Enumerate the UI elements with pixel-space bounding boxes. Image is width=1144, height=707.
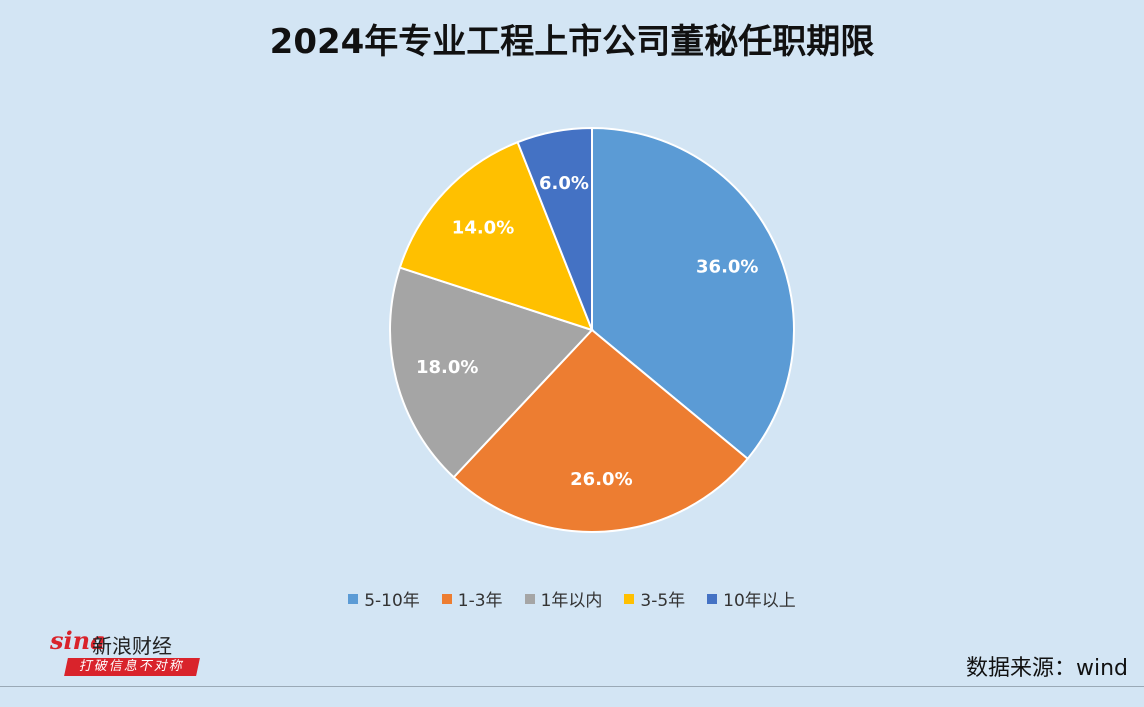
legend-item-2: 1年以内 (524, 586, 603, 611)
pie-slice-label-1: 26.0% (570, 469, 632, 490)
pie-slice-1 (452, 328, 750, 533)
legend-label-0: 5-10年 (364, 591, 420, 611)
logo-slogan: 打破信息不对称 (64, 658, 200, 676)
pie-slice-label-0: 36.0% (696, 256, 758, 277)
pie-slice-3 (398, 140, 594, 332)
bottom-divider (0, 686, 1144, 687)
legend-item-0: 5-10年 (348, 586, 420, 611)
legend-label-1: 1-3年 (457, 591, 503, 611)
legend-swatch-0 (348, 593, 359, 604)
legend-swatch-4 (707, 593, 718, 604)
pie-slice-0 (591, 126, 795, 461)
legend-item-1: 1-3年 (441, 586, 503, 611)
legend-label-4: 10年以上 (723, 591, 796, 611)
chart-legend: 5-10年 1-3年 1年以内 3-5年 10年以上 (0, 586, 1144, 611)
pie-slice-4 (516, 126, 593, 331)
legend-item-4: 10年以上 (707, 586, 796, 611)
pie-slice-label-3: 14.0% (452, 218, 514, 239)
legend-label-3: 3-5年 (640, 591, 686, 611)
legend-label-2: 1年以内 (540, 591, 603, 611)
pie-slice-label-4: 6.0% (539, 173, 589, 194)
legend-item-3: 3-5年 (624, 586, 685, 611)
pie-slice-label-2: 18.0% (416, 357, 478, 378)
sina-finance-logo: sina 新浪财经 打破信息不对称 (50, 626, 210, 682)
pie-slice-2 (389, 266, 594, 479)
data-source: 数据来源：wind (965, 656, 1128, 681)
legend-swatch-2 (524, 593, 535, 604)
chart-title: 2024年专业工程上市公司董秘任职期限 (269, 22, 875, 62)
logo-brand: sina (50, 626, 106, 655)
legend-swatch-3 (624, 593, 635, 604)
logo-name: 新浪财经 (92, 634, 172, 658)
legend-swatch-1 (441, 593, 452, 604)
